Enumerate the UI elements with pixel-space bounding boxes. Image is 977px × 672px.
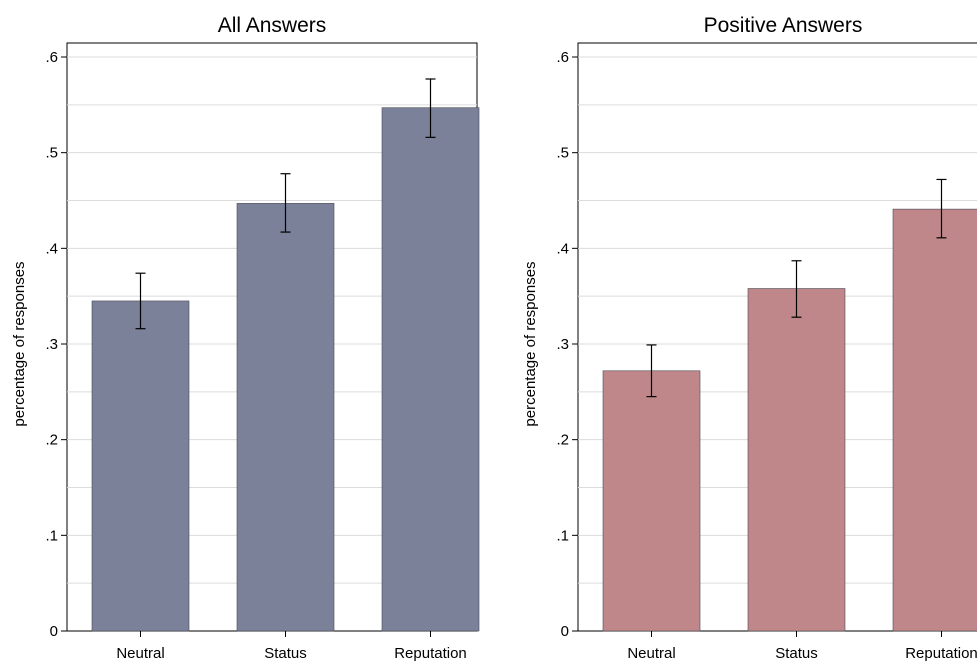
bar [91,300,190,632]
bars [602,208,977,632]
y-tick-label: .6 [556,49,569,66]
y-tick-label: .3 [556,336,569,353]
y-tick-label: .1 [556,527,569,544]
y-tick-label: .1 [45,527,58,544]
chart-title: All Answers [218,14,327,37]
y-tick-label: .4 [45,240,58,257]
bar [602,370,701,632]
y-tick-label: .2 [556,432,569,449]
y-tick-label: .5 [45,145,58,162]
bars [91,107,480,632]
x-axis: Neutral Status Reputation [116,631,467,662]
y-tick-label: .5 [556,145,569,162]
panel-positive-answers: Positive Answers percentage of responses… [522,14,977,662]
y-axis-label: percentage of responses [522,261,539,426]
panel-all-answers: All Answers percentage of responses 0 .1.… [11,14,480,662]
x-axis: Neutral Status Reputation [627,631,977,662]
error-bars [135,78,436,330]
x-tick-label: Neutral [116,645,164,662]
bar [892,208,977,632]
y-tick-label: .2 [45,432,58,449]
bar [747,288,846,632]
y-axis-label: percentage of responses [11,261,28,426]
x-tick-label: Status [775,645,818,662]
x-tick-label: Reputation [394,645,467,662]
y-tick-label: 0 [50,623,58,640]
bar [236,203,335,632]
bar [381,107,480,632]
x-tick-label: Reputation [905,645,977,662]
y-tick-label: 0 [561,623,569,640]
x-tick-label: Status [264,645,307,662]
error-bars [646,178,947,398]
chart-title: Positive Answers [704,14,863,37]
y-tick-label: .4 [556,240,569,257]
y-axis: 0 .1 .2 .3 .4 .5 .6 [556,49,578,640]
x-tick-label: Neutral [627,645,675,662]
y-tick-label: .3 [45,336,58,353]
y-axis: 0 .1 .2 .3 .4 .5 .6 [45,49,67,640]
y-tick-label: .6 [45,49,58,66]
